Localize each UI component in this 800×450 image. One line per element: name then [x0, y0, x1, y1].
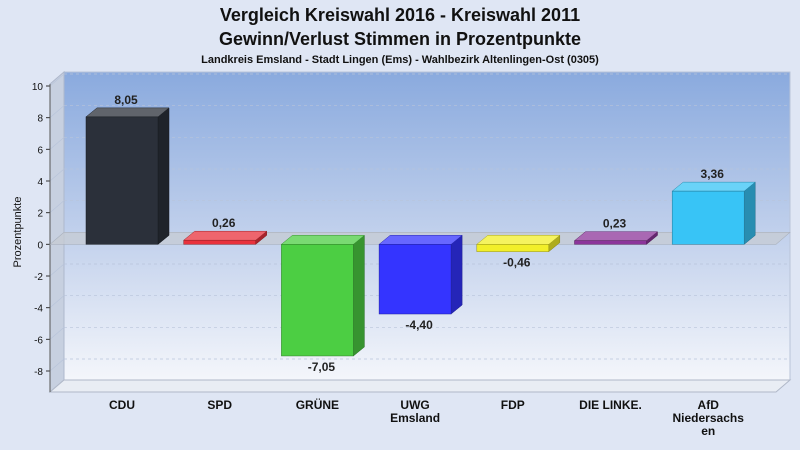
y-tick-label: 6 [37, 145, 43, 156]
bar-side [450, 234, 463, 315]
bar-6 [671, 181, 756, 245]
gridline-side [49, 358, 65, 372]
bar-2 [280, 234, 366, 357]
bar-front [671, 190, 745, 245]
plot-floor [48, 379, 792, 393]
data-label: 8,05 [114, 93, 138, 107]
x-tick-label: SPD [207, 398, 232, 412]
x-tick-label: GRÜNE [296, 397, 339, 412]
x-tick-label: DIE LINKE. [579, 398, 642, 412]
gridline-side [49, 137, 65, 150]
bar-5 [573, 231, 659, 245]
bar-front [476, 244, 550, 252]
y-tick-label: -6 [34, 335, 43, 346]
bar-front [281, 244, 354, 357]
x-tick-label: CDU [109, 398, 135, 412]
y-tick-label: -2 [34, 272, 43, 283]
bar-side [157, 107, 170, 245]
bar-0 [85, 107, 170, 245]
bar-3 [378, 234, 463, 315]
chart-title-line2: Gewinn/Verlust Stimmen in Prozentpunkte [218, 29, 582, 49]
data-label: 3,36 [701, 167, 725, 181]
bar-top [671, 181, 756, 192]
x-tick-label: en [701, 424, 715, 438]
bar-front [85, 116, 159, 245]
plot-back-wall [63, 71, 791, 381]
chart-title: Vergleich Kreiswahl 2016 - Kreiswahl 201… [219, 5, 581, 25]
gridline-side [49, 263, 65, 277]
bar-top [85, 107, 170, 118]
data-label: 0,26 [212, 216, 236, 230]
y-tick-label: -8 [34, 367, 43, 378]
y-tick-label: 4 [37, 177, 43, 188]
gridline-side [49, 105, 65, 118]
gridline-side [49, 168, 65, 182]
x-tick-label: FDP [501, 398, 525, 412]
data-label: -4,40 [405, 318, 433, 332]
gridline-side [49, 327, 65, 340]
y-tick-label: 10 [32, 82, 44, 93]
x-tick-label: AfD [698, 398, 720, 412]
bar-front [574, 240, 647, 245]
bar-side [743, 181, 756, 245]
gridline-side [49, 200, 65, 213]
bar-top [476, 235, 561, 245]
x-tick-label: UWG [400, 398, 429, 412]
gridline-side [49, 295, 65, 308]
data-label: 0,23 [603, 217, 627, 231]
bar-top [573, 231, 659, 241]
bar-top [378, 235, 463, 245]
y-tick-label: 0 [37, 240, 43, 251]
bar-front [378, 244, 452, 315]
bar-1 [182, 230, 268, 245]
bar-top [280, 235, 366, 245]
y-tick-label: -4 [34, 304, 43, 315]
data-label: -0,46 [503, 256, 531, 270]
bar-front [183, 239, 256, 245]
bar-side [353, 234, 365, 357]
gridline-side [49, 73, 65, 87]
x-tick-label: Niedersachs [673, 411, 745, 425]
bar-top [182, 230, 268, 241]
chart-subtitle: Landkreis Emsland - Stadt Lingen (Ems) -… [201, 54, 599, 66]
x-tick-label: Emsland [390, 411, 440, 425]
y-tick-label: 8 [37, 114, 43, 125]
plot-side-wall [49, 70, 65, 394]
bar-4 [476, 234, 561, 253]
y-tick-label: 2 [37, 209, 43, 220]
data-label: -7,05 [308, 360, 336, 374]
